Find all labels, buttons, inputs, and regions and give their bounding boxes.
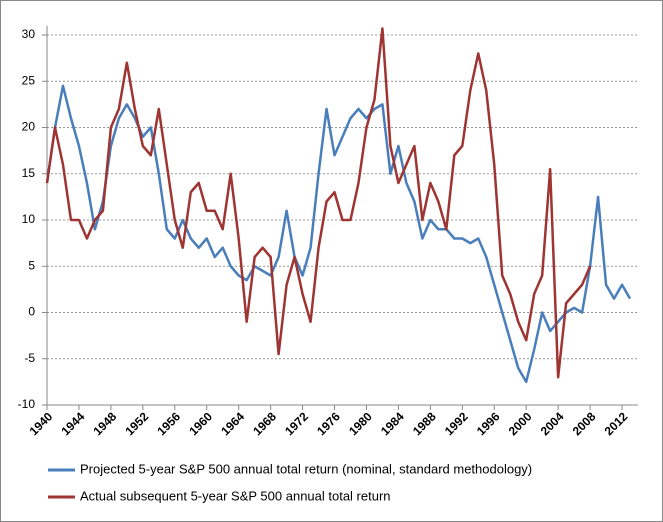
series-line xyxy=(45,27,592,379)
y-tick-label: 20 xyxy=(22,120,36,134)
y-tick-label: -5 xyxy=(24,351,35,365)
y-tick-label: 10 xyxy=(22,212,36,226)
y-tick-label: 15 xyxy=(22,166,36,180)
series-line xyxy=(45,84,632,384)
y-tick-label: -10 xyxy=(18,397,36,411)
y-tick-label: 30 xyxy=(22,27,36,41)
legend-label: Projected 5-year S&P 500 annual total re… xyxy=(80,461,532,476)
y-tick-label: 0 xyxy=(28,305,35,319)
y-tick-label: 25 xyxy=(22,73,36,87)
legend-label: Actual subsequent 5-year S&P 500 annual … xyxy=(80,488,391,503)
y-tick-label: 5 xyxy=(28,258,35,272)
